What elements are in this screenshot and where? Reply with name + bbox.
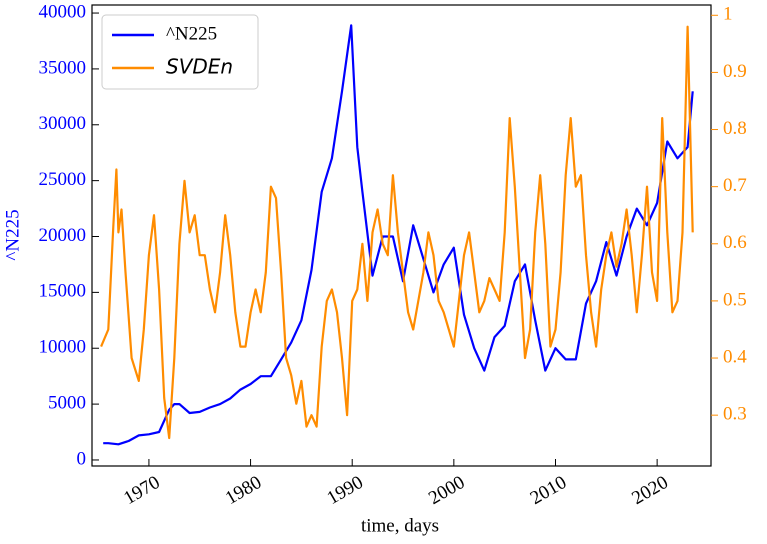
x-tick-label: 1990 xyxy=(323,472,366,509)
legend-label: ^N225 xyxy=(166,23,217,44)
y-tick-label: 30000 xyxy=(39,113,87,134)
y2-tick-label: 0.7 xyxy=(723,175,747,196)
y-tick-label: 5000 xyxy=(48,392,86,413)
x-axis-label: time, days xyxy=(361,515,439,536)
plot-frame xyxy=(91,4,712,467)
y2-tick-label: 0.4 xyxy=(723,346,747,367)
y-tick-label: 15000 xyxy=(39,281,87,302)
legend: ^N225 SVDEn xyxy=(101,14,259,90)
legend-box xyxy=(101,14,259,90)
y-tick-label: 35000 xyxy=(39,57,87,78)
y2-tick-label: 1 xyxy=(723,4,733,25)
y-tick-label: 10000 xyxy=(39,337,87,358)
x-tick-label: 1970 xyxy=(120,472,163,509)
x-tick-label: 2000 xyxy=(425,472,468,509)
y-axis-label: ^N225 xyxy=(2,209,23,260)
series-line xyxy=(100,25,694,440)
y-tick-label: 25000 xyxy=(39,169,87,190)
y-tick-label: 40000 xyxy=(39,1,87,22)
series-line xyxy=(103,24,694,446)
x-tick-label: 2010 xyxy=(527,472,570,509)
y2-tick-label: 0.5 xyxy=(723,289,747,310)
y-tick-label: 20000 xyxy=(39,225,87,246)
x-tick-label: 2020 xyxy=(628,472,671,509)
legend-label: SVDEn xyxy=(166,55,233,79)
x-tick-label: 1980 xyxy=(222,472,265,509)
y2-tick-label: 0.9 xyxy=(723,61,747,82)
y2-tick-label: 0.8 xyxy=(723,118,747,139)
y-tick-label: 0 xyxy=(77,448,87,469)
y2-tick-label: 0.6 xyxy=(723,232,747,253)
y2-tick-label: 0.3 xyxy=(723,404,747,425)
